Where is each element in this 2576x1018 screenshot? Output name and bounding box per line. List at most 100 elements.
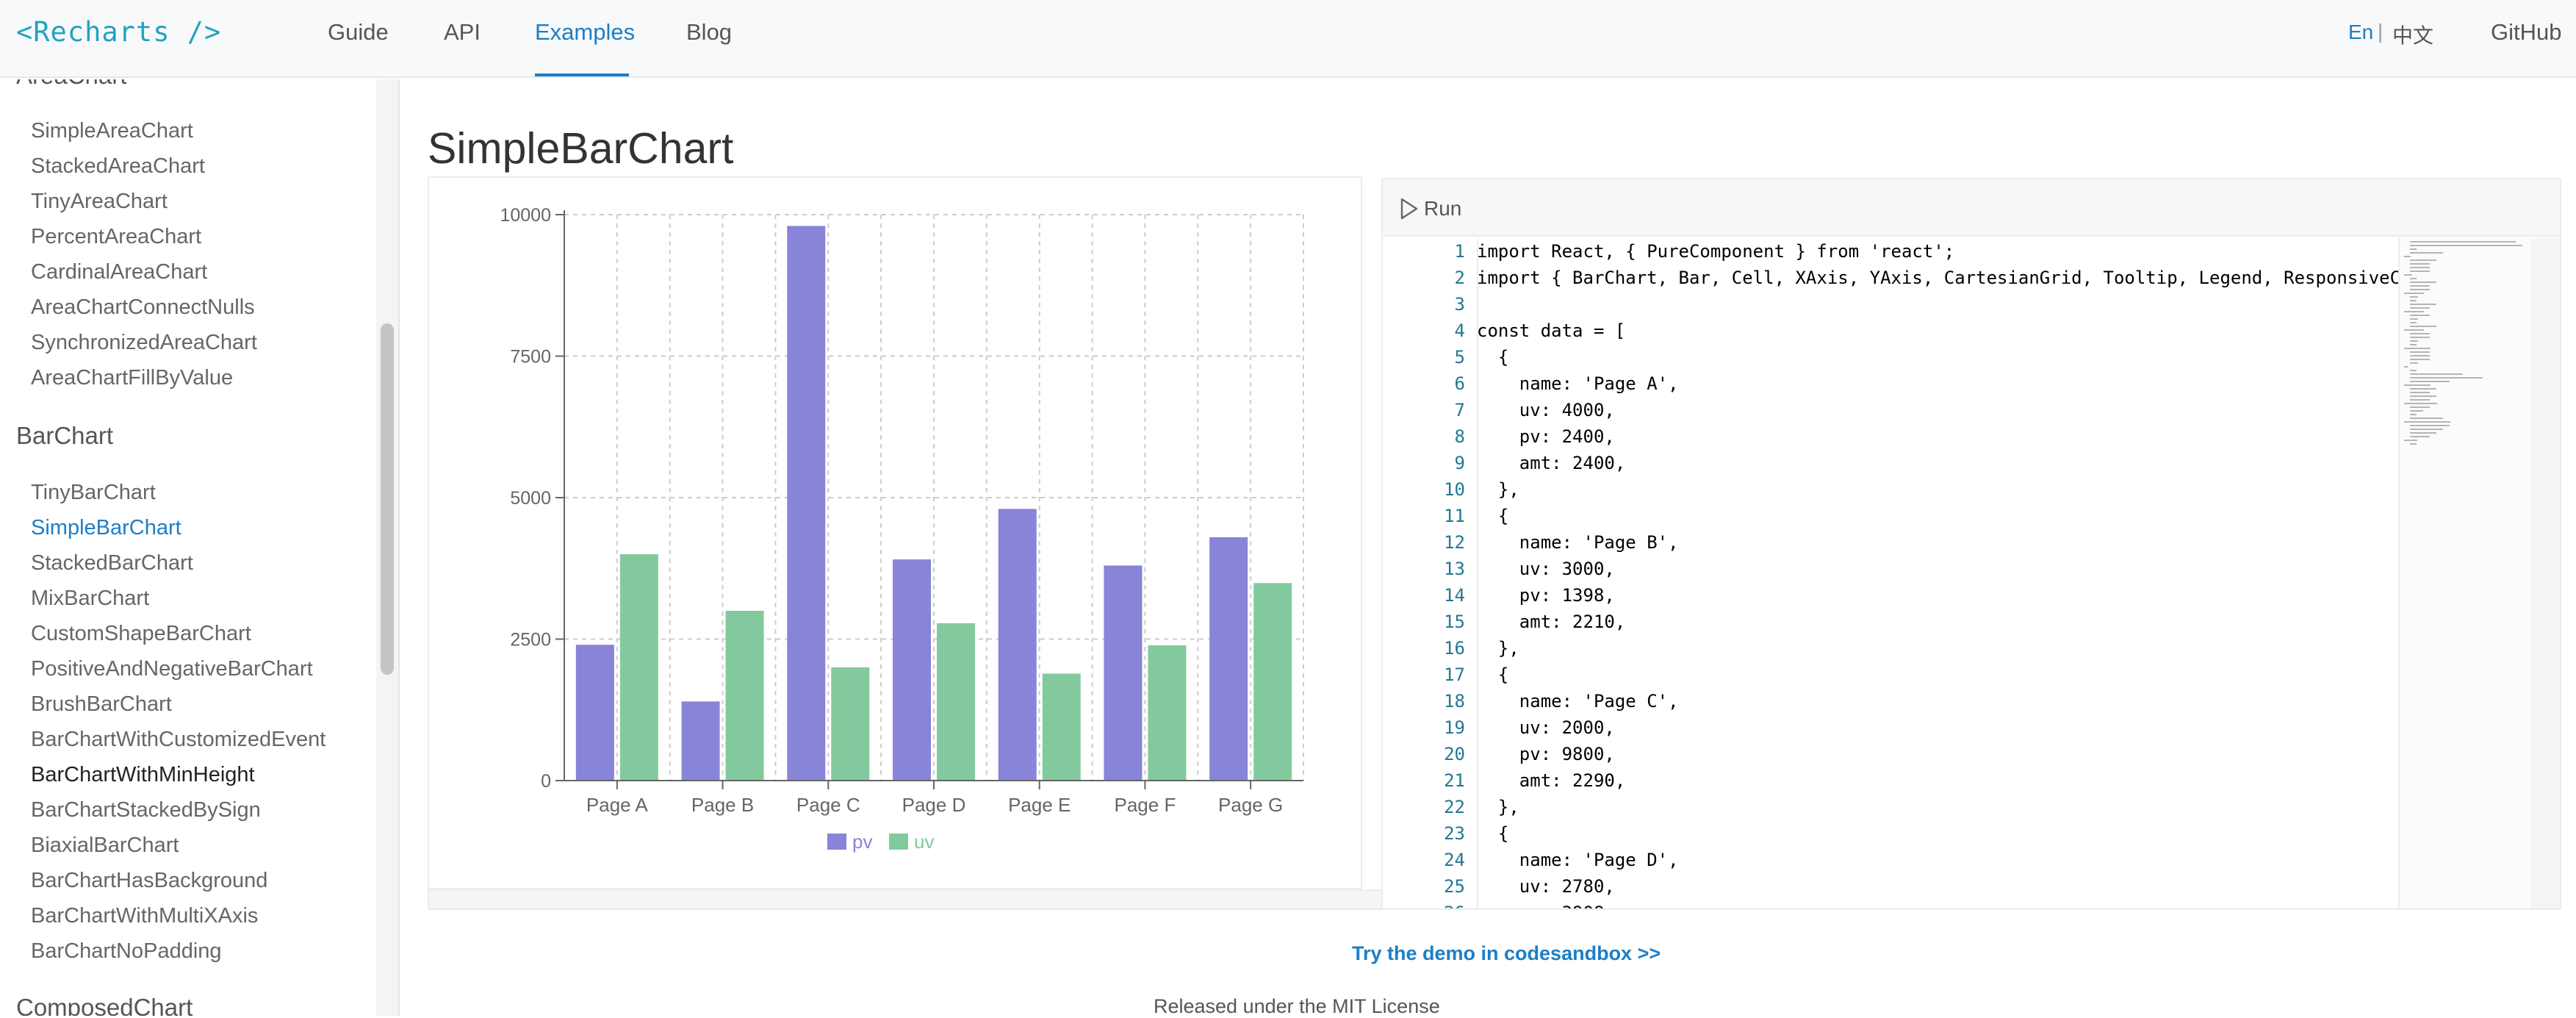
sidebar-item-customshapebarchart[interactable]: CustomShapeBarChart	[31, 622, 251, 645]
sidebar-scrollbar-thumb[interactable]	[381, 323, 394, 675]
line-number: 2	[1454, 268, 1465, 288]
code-minimap[interactable]	[2398, 238, 2530, 908]
chart-grid	[564, 214, 1304, 781]
line-number: 22	[1444, 797, 1465, 817]
sidebar-item-cardinalareachart[interactable]: CardinalAreaChart	[31, 260, 208, 284]
logo[interactable]: <Recharts />	[16, 16, 222, 48]
sidebar-item-barchartwithminheight[interactable]: BarChartWithMinHeight	[31, 763, 255, 786]
chart-axes: 0 2500 5000 7500 10000 Page A Page B Page C Page…	[500, 205, 1303, 816]
language-zh[interactable]: 中文	[2392, 24, 2434, 47]
sidebar-item-positiveandnegativebarchart[interactable]: PositiveAndNegativeBarChart	[31, 657, 313, 681]
bar-pv[interactable]	[1104, 565, 1143, 781]
sidebar-item-brushbarchart[interactable]: BrushBarChart	[31, 692, 172, 716]
bar-uv[interactable]	[1253, 583, 1292, 781]
sidebar-item-stackedareachart[interactable]: StackedAreaChart	[31, 154, 205, 178]
bar-pv[interactable]	[681, 701, 720, 781]
bar-uv[interactable]	[1148, 645, 1187, 781]
minimap-line	[2410, 425, 2450, 426]
sidebar-item-mixbarchart[interactable]: MixBarChart	[31, 587, 150, 610]
line-number: 11	[1444, 506, 1465, 526]
minimap-line	[2404, 274, 2412, 276]
chart-bars	[575, 226, 1292, 781]
nav-api[interactable]: API	[444, 19, 481, 45]
codesandbox-link[interactable]: Try the demo in codesandbox >>	[1352, 942, 1661, 964]
bar-pv[interactable]	[998, 509, 1037, 781]
minimap-line	[2410, 340, 2418, 342]
bar-pv[interactable]	[575, 645, 614, 781]
line-number: 25	[1444, 876, 1465, 897]
line-number: 19	[1444, 717, 1465, 738]
minimap-line	[2410, 359, 2430, 360]
sidebar-item-synchronizedareachart[interactable]: SynchronizedAreaChart	[31, 331, 257, 354]
x-tick-label: Page B	[691, 794, 754, 816]
minimap-line	[2404, 293, 2424, 294]
bar-uv[interactable]	[937, 623, 975, 781]
y-tick-label: 0	[541, 771, 551, 792]
y-tick-label: 10000	[500, 205, 551, 226]
sidebar-item-barcharthasbackground[interactable]: BarChartHasBackground	[31, 869, 268, 892]
minimap-line	[2404, 256, 2411, 257]
bar-uv[interactable]	[1042, 673, 1081, 781]
line-number: 17	[1444, 664, 1465, 685]
nav-blog[interactable]: Blog	[686, 19, 733, 45]
legend-label-pv[interactable]: pv	[852, 831, 872, 853]
line-number: 6	[1454, 373, 1465, 394]
line-number: 20	[1444, 744, 1465, 764]
sidebar-item-biaxialbarchart[interactable]: BiaxialBarChart	[31, 834, 179, 857]
sidebar-item-barchartnopadding[interactable]: BarChartNoPadding	[31, 939, 222, 963]
bar-uv[interactable]	[619, 554, 658, 781]
sidebar-item-tinyareachart[interactable]: TinyAreaChart	[31, 190, 168, 213]
sidebar-item-percentareachart[interactable]: PercentAreaChart	[31, 225, 202, 248]
bar-pv[interactable]	[787, 226, 826, 781]
code-text: pv: 9800,	[1477, 744, 1615, 764]
bar-pv[interactable]	[1209, 537, 1248, 781]
bar-pv[interactable]	[893, 559, 931, 781]
y-tick-label: 7500	[510, 347, 551, 368]
line-number: 24	[1444, 850, 1465, 870]
sidebar-group-barchart: BarChart	[16, 422, 114, 449]
sidebar-item-areachartfillbyvalue[interactable]: AreaChartFillByValue	[31, 366, 234, 390]
github-link[interactable]: GitHub	[2491, 19, 2562, 45]
code-text: {	[1477, 664, 1509, 685]
nav-examples[interactable]: Examples	[535, 19, 636, 45]
page-title: SimpleBarChart	[428, 124, 734, 173]
sidebar-group-areachart: AreaChart	[16, 79, 126, 90]
line-number: 10	[1444, 479, 1465, 500]
code-text: },	[1477, 797, 1519, 817]
minimap-line	[2410, 351, 2430, 353]
sidebar-item-tinybarchart[interactable]: TinyBarChart	[31, 481, 156, 504]
sidebar-item-barchartwithcustomizedevent[interactable]: BarChartWithCustomizedEvent	[31, 728, 326, 751]
line-number: 21	[1444, 770, 1465, 791]
sidebar-item-barchartwithmultixaxis[interactable]: BarChartWithMultiXAxis	[31, 904, 259, 928]
bar-uv[interactable]	[831, 667, 870, 781]
minimap-line	[2410, 392, 2430, 393]
code-scrollbar[interactable]	[2530, 238, 2560, 908]
sidebar-item-stackedbarchart[interactable]: StackedBarChart	[31, 551, 193, 575]
legend-label-uv[interactable]: uv	[914, 831, 934, 853]
minimap-line	[2410, 259, 2436, 261]
line-number: 26	[1383, 900, 1465, 908]
nav-guide[interactable]: Guide	[328, 19, 389, 45]
code-text: amt: 2290,	[1477, 770, 1626, 791]
line-number: 3	[1454, 294, 1465, 315]
minimap-line	[2410, 395, 2436, 397]
language-en[interactable]: En	[2348, 21, 2374, 43]
minimap-line	[2410, 370, 2417, 371]
bar-uv[interactable]	[725, 611, 764, 781]
code-editor-panel: Run 1 import React, { PureComponent } fro…	[1381, 178, 2561, 910]
code-text: amt: 2400,	[1477, 453, 1626, 473]
sidebar-item-areachartconnectnulls[interactable]: AreaChartConnectNulls	[31, 295, 255, 319]
minimap-line	[2410, 406, 2430, 408]
minimap-preview	[2404, 241, 2522, 445]
sidebar-item-barchartstackedbysign[interactable]: BarChartStackedBySign	[31, 798, 261, 822]
sidebar-item-simplebarchart[interactable]: SimpleBarChart	[31, 516, 181, 540]
minimap-line	[2404, 348, 2431, 349]
minimap-line	[2404, 329, 2424, 331]
minimap-line	[2410, 355, 2430, 356]
sidebar-item-simpleareachart[interactable]: SimpleAreaChart	[31, 119, 193, 143]
run-button[interactable]: Run	[1399, 194, 1461, 223]
code-editor[interactable]: 1 import React, { PureComponent } from 'r…	[1383, 238, 2398, 908]
minimap-line	[2410, 432, 2436, 434]
minimap-line	[2410, 381, 2450, 382]
code-toolbar: Run	[1383, 179, 2560, 237]
